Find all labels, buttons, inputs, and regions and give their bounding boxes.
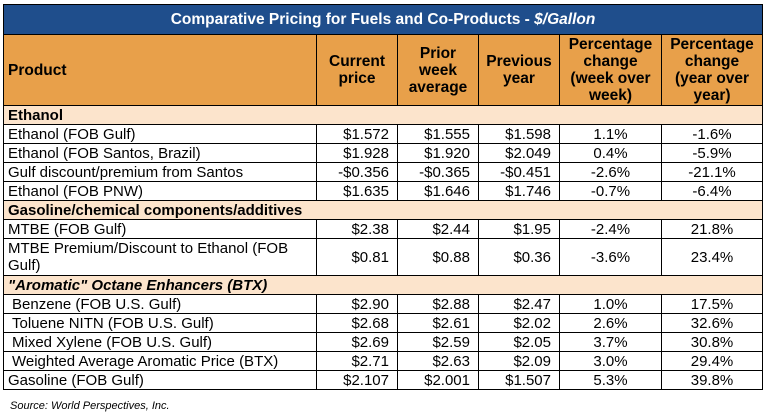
cell-prior-week: $1.920 xyxy=(397,143,479,163)
section-gasoline-components: Gasoline/chemical components/additives xyxy=(2,200,764,220)
cell-product: Mixed Xylene (FOB U.S. Gulf) xyxy=(3,332,317,352)
cell-pct-year: 30.8% xyxy=(660,332,764,352)
cell-current-price: -$0.356 xyxy=(316,162,398,182)
cell-prior-week: $2.88 xyxy=(397,294,479,314)
cell-product: Gulf discount/premium from Santos xyxy=(3,162,317,182)
cell-previous-year: $1.746 xyxy=(478,181,560,201)
cell-prior-week: $1.555 xyxy=(397,124,479,144)
header-prior-week: Prior week average xyxy=(397,34,479,106)
cell-pct-week: -2.6% xyxy=(559,162,662,182)
cell-pct-week: -0.7% xyxy=(559,181,662,201)
table-row: Gulf discount/premium from Santos -$0.356… xyxy=(3,162,764,182)
cell-previous-year: $1.95 xyxy=(478,219,560,239)
section-title: Gasoline/chemical components/additives xyxy=(2,200,764,220)
cell-pct-week: 1.1% xyxy=(559,124,662,144)
pricing-table: Comparative Pricing for Fuels and Co-Pro… xyxy=(2,4,764,390)
cell-current-price: $0.81 xyxy=(316,238,398,276)
cell-prior-week: $2.59 xyxy=(397,332,479,352)
header-previous-year: Previous year xyxy=(478,34,560,106)
title-text: Comparative Pricing for Fuels and Co-Pro… xyxy=(170,11,535,28)
cell-pct-week: 3.7% xyxy=(559,332,662,352)
header-product: Product xyxy=(3,34,317,106)
cell-pct-week: 1.0% xyxy=(559,294,662,314)
cell-product: Ethanol (FOB PNW) xyxy=(3,181,317,201)
cell-prior-week: $2.61 xyxy=(397,313,479,333)
header-row: Product Current price Prior week average… xyxy=(3,34,764,106)
header-current-price: Current price xyxy=(316,34,398,106)
cell-current-price: $2.107 xyxy=(316,370,398,390)
cell-prior-week: -$0.365 xyxy=(397,162,479,182)
cell-previous-year: $2.47 xyxy=(478,294,560,314)
cell-prior-week: $0.88 xyxy=(397,238,479,276)
table-row: Gasoline (FOB Gulf) $2.107 $2.001 $1.507 5.3… xyxy=(3,370,764,390)
section-aromatic-octane: "Aromatic" Octane Enhancers (BTX) xyxy=(2,275,764,295)
cell-pct-year: 39.8% xyxy=(660,370,764,390)
section-ethanol: Ethanol xyxy=(2,105,764,125)
cell-pct-week: -3.6% xyxy=(559,238,662,276)
cell-current-price: $2.38 xyxy=(316,219,398,239)
cell-pct-year: 32.6% xyxy=(660,313,764,333)
header-pct-week: Percentage change (week over week) xyxy=(559,34,662,106)
cell-pct-week: 2.6% xyxy=(559,313,662,333)
cell-product: Ethanol (FOB Santos, Brazil) xyxy=(3,143,317,163)
cell-pct-year: -1.6% xyxy=(660,124,764,144)
cell-previous-year: -$0.451 xyxy=(478,162,560,182)
cell-prior-week: $2.44 xyxy=(397,219,479,239)
table-row: Ethanol (FOB Santos, Brazil) $1.928 $1.920… xyxy=(3,143,764,163)
table-row: Weighted Average Aromatic Price (BTX) $2.… xyxy=(3,351,764,371)
pricing-table-container: Comparative Pricing for Fuels and Co-Pro… xyxy=(2,4,764,390)
cell-pct-year: 17.5% xyxy=(660,294,764,314)
cell-product: MTBE (FOB Gulf) xyxy=(3,219,317,239)
cell-prior-week: $1.646 xyxy=(397,181,479,201)
cell-pct-year: 21.8% xyxy=(660,219,764,239)
cell-current-price: $2.90 xyxy=(316,294,398,314)
cell-previous-year: $0.36 xyxy=(478,238,560,276)
cell-pct-year: 29.4% xyxy=(660,351,764,371)
table-body: Ethanol Ethanol (FOB Gulf) $1.572 $1.555 $1.… xyxy=(2,105,764,390)
cell-pct-year: 23.4% xyxy=(660,238,764,276)
cell-product: Gasoline (FOB Gulf) xyxy=(3,370,317,390)
cell-pct-week: 0.4% xyxy=(559,143,662,163)
table-row: Ethanol (FOB Gulf) $1.572 $1.555 $1.598 1.1%… xyxy=(3,124,764,144)
table-row: Mixed Xylene (FOB U.S. Gulf) $2.69 $2.59 $2… xyxy=(3,332,764,352)
cell-pct-week: -2.4% xyxy=(559,219,662,239)
cell-product: Benzene (FOB U.S. Gulf) xyxy=(3,294,317,314)
cell-pct-year: -5.9% xyxy=(660,143,764,163)
cell-current-price: $2.69 xyxy=(316,332,398,352)
table-row: Benzene (FOB U.S. Gulf) $2.90 $2.88 $2.47 1.… xyxy=(3,294,764,314)
cell-product: MTBE Premium/Discount to Ethanol (FOB Gu… xyxy=(3,238,317,276)
cell-previous-year: $2.09 xyxy=(478,351,560,371)
section-title: Ethanol xyxy=(2,105,764,125)
cell-current-price: $1.635 xyxy=(316,181,398,201)
title-unit: $/Gallon xyxy=(534,11,596,28)
table-row: MTBE (FOB Gulf) $2.38 $2.44 $1.95 -2.4% 21.8% xyxy=(3,219,764,239)
cell-pct-week: 5.3% xyxy=(559,370,662,390)
cell-product: Toluene NITN (FOB U.S. Gulf) xyxy=(3,313,317,333)
cell-prior-week: $2.001 xyxy=(397,370,479,390)
cell-product: Ethanol (FOB Gulf) xyxy=(3,124,317,144)
header-pct-year: Percentage change (year over year) xyxy=(660,34,764,106)
cell-previous-year: $2.049 xyxy=(478,143,560,163)
cell-previous-year: $2.02 xyxy=(478,313,560,333)
section-title: "Aromatic" Octane Enhancers (BTX) xyxy=(2,275,764,295)
cell-pct-year: -6.4% xyxy=(660,181,764,201)
table-row: Toluene NITN (FOB U.S. Gulf) $2.68 $2.61 $2… xyxy=(3,313,764,333)
cell-pct-year: -21.1% xyxy=(660,162,764,182)
cell-current-price: $1.928 xyxy=(316,143,398,163)
cell-previous-year: $1.507 xyxy=(478,370,560,390)
cell-current-price: $2.68 xyxy=(316,313,398,333)
table-title: Comparative Pricing for Fuels and Co-Pro… xyxy=(2,4,764,35)
cell-product: Weighted Average Aromatic Price (BTX) xyxy=(3,351,317,371)
source-note: Source: World Perspectives, Inc. xyxy=(10,400,170,412)
cell-prior-week: $2.63 xyxy=(397,351,479,371)
cell-pct-week: 3.0% xyxy=(559,351,662,371)
title-row: Comparative Pricing for Fuels and Co-Pro… xyxy=(2,4,764,35)
cell-previous-year: $2.05 xyxy=(478,332,560,352)
cell-current-price: $1.572 xyxy=(316,124,398,144)
table-row: MTBE Premium/Discount to Ethanol (FOB Gu… xyxy=(3,238,764,276)
cell-previous-year: $1.598 xyxy=(478,124,560,144)
table-row: Ethanol (FOB PNW) $1.635 $1.646 $1.746 -0.7%… xyxy=(3,181,764,201)
cell-current-price: $2.71 xyxy=(316,351,398,371)
